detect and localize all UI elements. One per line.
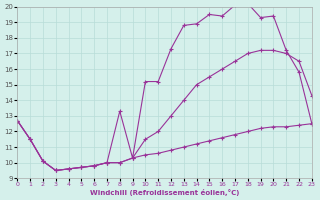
X-axis label: Windchill (Refroidissement éolien,°C): Windchill (Refroidissement éolien,°C) (90, 189, 239, 196)
